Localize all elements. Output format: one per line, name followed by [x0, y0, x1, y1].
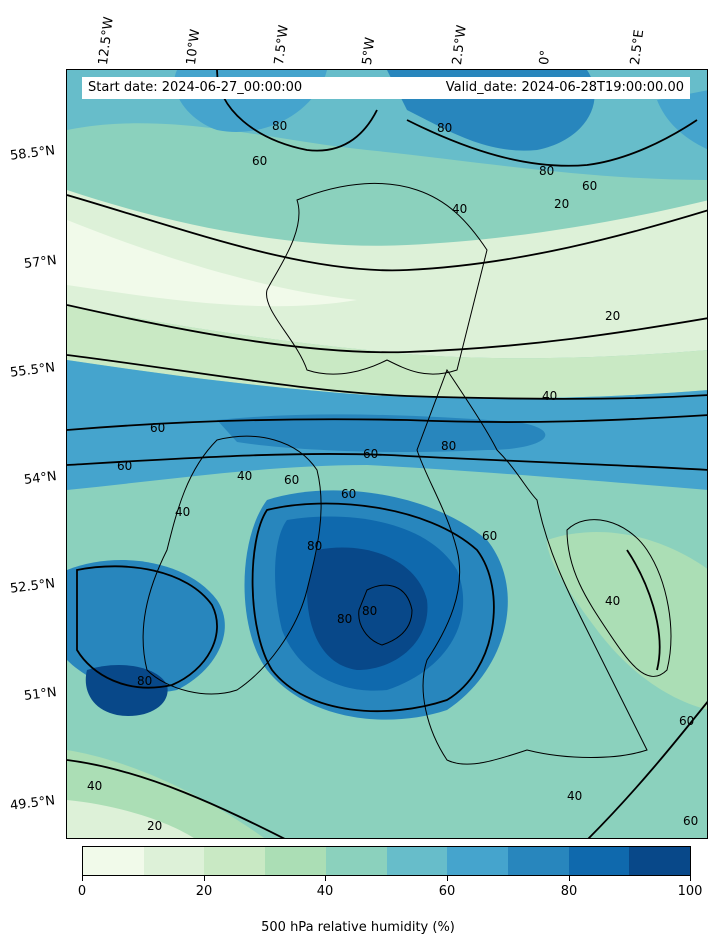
colorbar-segment — [265, 847, 326, 875]
colorbar-tick-label: 20 — [195, 884, 213, 899]
southern-saturated-core — [307, 547, 428, 670]
contour-label: 40 — [567, 789, 582, 803]
west-moist-cell — [67, 560, 225, 693]
contour-label: 40 — [175, 505, 190, 519]
contour-label: 80 — [272, 119, 287, 133]
contour-label: 40 — [87, 779, 102, 793]
longitude-label: 2.5°W — [450, 24, 470, 66]
contour-label: 60 — [363, 447, 378, 461]
contour-label: 60 — [252, 154, 267, 168]
colorbar-segment — [507, 847, 569, 875]
contour-labels: 80 60 80 60 80 40 20 20 40 60 60 60 80 4… — [87, 119, 698, 833]
colorbar-segment — [325, 847, 387, 875]
scotland-coastline — [266, 182, 488, 375]
start-date-label: Start date: 2024-06-27_00:00:00 — [88, 80, 303, 95]
mid-moist-core — [217, 414, 546, 453]
longitude-label: 12.5°W — [96, 16, 117, 66]
contour-label: 60 — [679, 714, 694, 728]
latitude-label: 57°N — [23, 253, 58, 272]
longitude-label: 0° — [537, 49, 554, 66]
colorbar-segment — [568, 847, 630, 875]
northeast-moist-patch — [657, 90, 707, 150]
contour-label: 60 — [341, 487, 356, 501]
latitude-label: 58.5°N — [9, 143, 56, 164]
contour-label: 20 — [554, 197, 569, 211]
latitude-label: 49.5°N — [9, 793, 56, 814]
contour-label: 60 — [150, 421, 165, 435]
contour-line-80-nw — [216, 70, 378, 152]
continent-coastline — [566, 519, 672, 677]
contour-label: 80 — [437, 121, 452, 135]
colorbar-tick — [690, 876, 691, 881]
colorbar-segment — [83, 847, 144, 875]
date-info-box: Start date: 2024-06-27_00:00:00 Valid_da… — [82, 77, 690, 99]
contour-label: 60 — [284, 473, 299, 487]
map-panel: 80 60 80 60 80 40 20 20 40 60 60 60 80 4… — [66, 69, 708, 839]
ireland-coastline — [142, 435, 322, 695]
colorbar-segment — [447, 847, 508, 875]
colorbar-tick — [569, 876, 570, 881]
contour-line-80-south — [251, 502, 495, 713]
contour-line-60 — [67, 414, 707, 431]
longitude-label: 5°W — [360, 36, 379, 66]
contour-label: 80 — [441, 439, 456, 453]
very-dry-band — [67, 220, 357, 307]
dry-band — [67, 190, 707, 359]
contour-label: 60 — [582, 179, 597, 193]
contour-line-20-north — [67, 194, 707, 272]
colorbar-segment — [204, 847, 266, 875]
contour-label: 20 — [147, 819, 162, 833]
colorbar-tick-label: 80 — [560, 884, 578, 899]
contour-label: 60 — [683, 814, 698, 828]
contour-label: 40 — [542, 389, 557, 403]
colorbar-tick-label: 100 — [677, 884, 703, 899]
contour-label: 20 — [605, 309, 620, 323]
contour-line-80-west — [76, 565, 218, 689]
contour-label: 80 — [337, 612, 352, 626]
colorbar-tick — [447, 876, 448, 881]
contour-line-40 — [67, 354, 707, 400]
colorbar-segment — [386, 847, 448, 875]
southwest-very-dry-corner — [67, 800, 194, 838]
contour-line-40-se — [626, 549, 661, 671]
contour-line-80-ne — [406, 119, 698, 167]
wales-coastline — [358, 584, 413, 646]
colorbar-segment — [143, 847, 205, 875]
latitude-label: 55.5°N — [9, 360, 56, 381]
contour-label: 80 — [307, 539, 322, 553]
colorbar-title: 500 hPa relative humidity (%) — [261, 920, 455, 935]
colorbar — [82, 846, 691, 876]
contour-label: 60 — [482, 529, 497, 543]
colorbar-tick — [325, 876, 326, 881]
colorbar-tick-label: 0 — [77, 884, 87, 899]
contour-label: 60 — [117, 459, 132, 473]
longitude-label: 7.5°W — [272, 24, 292, 66]
colorbar-tick — [204, 876, 205, 881]
valid-date-label: Valid_date: 2024-06-28T19:00:00.00 — [445, 80, 684, 95]
latitude-label: 54°N — [23, 469, 58, 488]
contour-line-60b — [67, 452, 707, 471]
colorbar-segment — [629, 847, 691, 875]
longitude-label: 10°W — [184, 28, 204, 66]
contour-label: 40 — [452, 202, 467, 216]
humidity-map: 80 60 80 60 80 40 20 20 40 60 60 60 80 4… — [67, 70, 707, 838]
colorbar-tick-label: 40 — [316, 884, 334, 899]
longitude-label: 2.5°E — [628, 28, 648, 66]
contour-label: 80 — [362, 604, 377, 618]
transition-band — [67, 305, 707, 399]
contour-label: 40 — [605, 594, 620, 608]
contour-label: 80 — [137, 674, 152, 688]
contour-line-40-sw — [67, 759, 286, 838]
southeast-dry-region — [547, 531, 707, 710]
latitude-label: 51°N — [23, 685, 58, 704]
colorbar-tick — [82, 876, 83, 881]
latitude-label: 52.5°N — [9, 576, 56, 597]
contour-line-20-south — [67, 304, 707, 354]
contour-label: 80 — [539, 164, 554, 178]
england-coastline — [416, 368, 648, 765]
colorbar-tick-label: 60 — [438, 884, 456, 899]
contour-line-60-se — [587, 701, 707, 838]
contour-label: 40 — [237, 469, 252, 483]
